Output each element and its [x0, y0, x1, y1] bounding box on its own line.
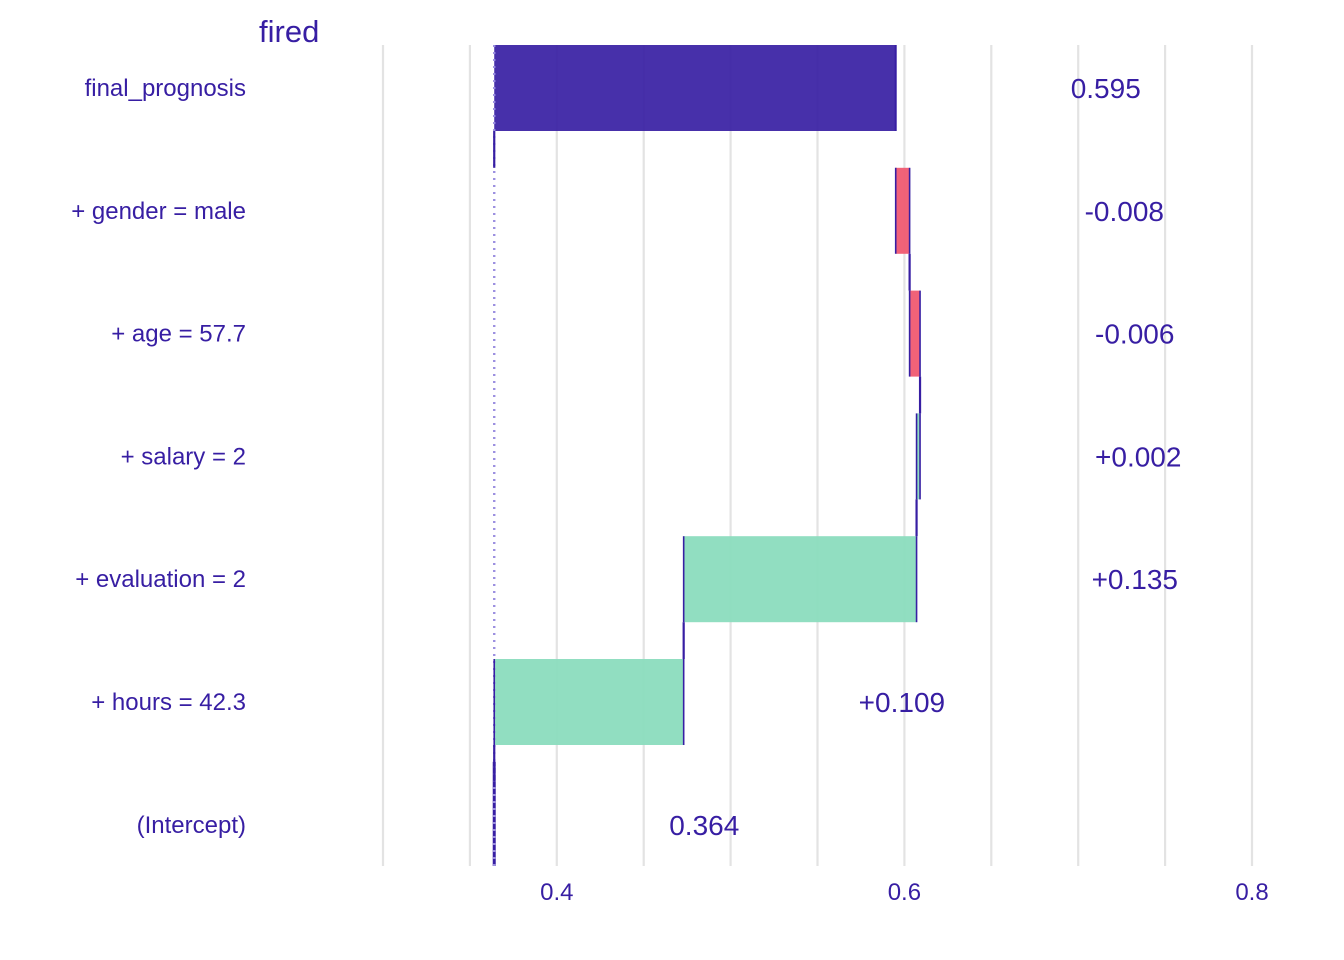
- bar-positive: [494, 659, 684, 745]
- row-label: + age = 57.7: [111, 321, 246, 348]
- labels: 0.4 0.6 0.8 final_prognosis 0.595 + gender = …: [71, 73, 1268, 906]
- value-label: 0.364: [669, 810, 739, 841]
- bars: [492, 45, 921, 866]
- value-label: 0.595: [1071, 73, 1141, 104]
- row-label: + gender = male: [71, 198, 246, 225]
- x-tick-label: 0.4: [540, 879, 573, 906]
- bar-negative: [909, 290, 921, 377]
- row-label: + evaluation = 2: [75, 566, 246, 593]
- x-tick-label: 0.6: [888, 879, 921, 906]
- value-label: -0.008: [1085, 196, 1164, 227]
- value-label: +0.002: [1095, 441, 1181, 472]
- connectors: [493, 45, 922, 866]
- row-label: (Intercept): [137, 812, 246, 839]
- x-tick-label: 0.8: [1235, 879, 1268, 906]
- bar-negative: [895, 167, 910, 254]
- bar-positive: [683, 536, 917, 623]
- chart-title: fired: [259, 14, 319, 49]
- value-label: +0.109: [859, 687, 945, 718]
- bar-positive: [916, 413, 921, 500]
- row-label: final_prognosis: [85, 75, 246, 102]
- row-label: + hours = 42.3: [91, 689, 246, 716]
- value-label: +0.135: [1092, 564, 1178, 595]
- value-label: -0.006: [1095, 319, 1174, 350]
- bar-prediction: [494, 45, 896, 131]
- row-label: + salary = 2: [121, 443, 246, 470]
